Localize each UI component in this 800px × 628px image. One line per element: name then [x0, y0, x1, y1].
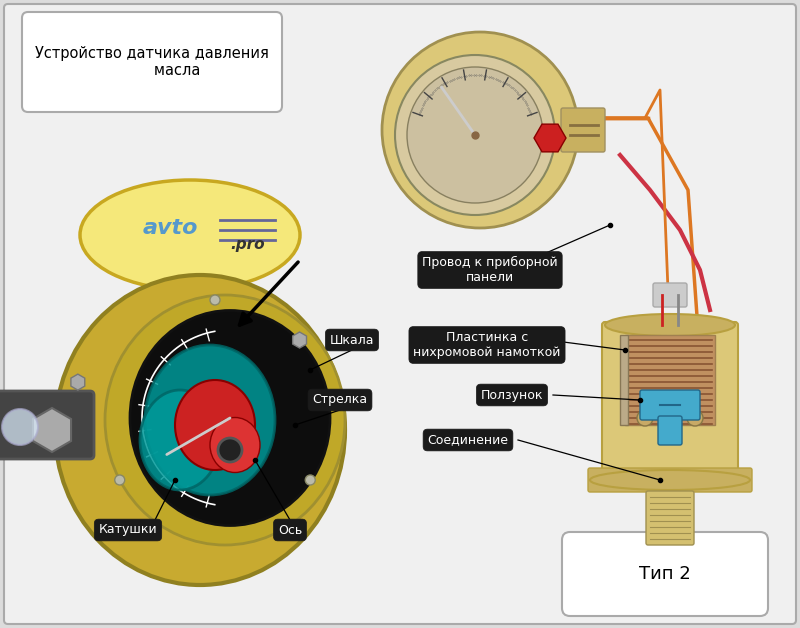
Circle shape	[637, 410, 653, 426]
Circle shape	[114, 475, 125, 485]
Text: Стрелка: Стрелка	[313, 394, 367, 406]
Text: Тип 2: Тип 2	[639, 565, 691, 583]
FancyBboxPatch shape	[646, 491, 694, 545]
Ellipse shape	[175, 380, 255, 470]
Ellipse shape	[382, 32, 578, 228]
Text: Провод к приборной
панели: Провод к приборной панели	[422, 256, 558, 284]
Bar	[620, 335, 628, 425]
Text: avto: avto	[142, 218, 198, 238]
Circle shape	[218, 438, 242, 462]
Ellipse shape	[80, 180, 300, 290]
Ellipse shape	[210, 418, 260, 472]
FancyBboxPatch shape	[22, 12, 282, 112]
Text: .pro: .pro	[230, 237, 266, 252]
FancyBboxPatch shape	[653, 283, 687, 307]
Circle shape	[687, 410, 703, 426]
FancyBboxPatch shape	[0, 391, 94, 459]
Ellipse shape	[605, 314, 735, 336]
FancyBboxPatch shape	[658, 416, 682, 445]
Ellipse shape	[590, 470, 750, 490]
Circle shape	[407, 67, 543, 203]
Circle shape	[306, 475, 315, 485]
FancyBboxPatch shape	[602, 322, 738, 478]
FancyBboxPatch shape	[561, 108, 605, 152]
Text: Ось: Ось	[278, 524, 302, 536]
FancyBboxPatch shape	[640, 390, 700, 420]
FancyBboxPatch shape	[562, 532, 768, 616]
Text: Шкала: Шкала	[330, 333, 374, 347]
Text: Катушки: Катушки	[98, 524, 158, 536]
Text: Соединение: Соединение	[427, 433, 509, 447]
Circle shape	[395, 55, 555, 215]
Text: Устройство датчика давления
           масла: Устройство датчика давления масла	[35, 46, 269, 78]
FancyBboxPatch shape	[588, 468, 752, 492]
Ellipse shape	[105, 295, 345, 545]
FancyBboxPatch shape	[4, 4, 796, 624]
Circle shape	[2, 409, 38, 445]
Ellipse shape	[55, 275, 345, 585]
Text: Ползунок: Ползунок	[481, 389, 543, 401]
Ellipse shape	[140, 390, 220, 490]
Ellipse shape	[145, 345, 275, 495]
Text: Пластинка с
нихромовой намоткой: Пластинка с нихромовой намоткой	[414, 331, 561, 359]
Circle shape	[210, 295, 220, 305]
Bar	[625, 335, 715, 425]
Ellipse shape	[130, 310, 330, 526]
